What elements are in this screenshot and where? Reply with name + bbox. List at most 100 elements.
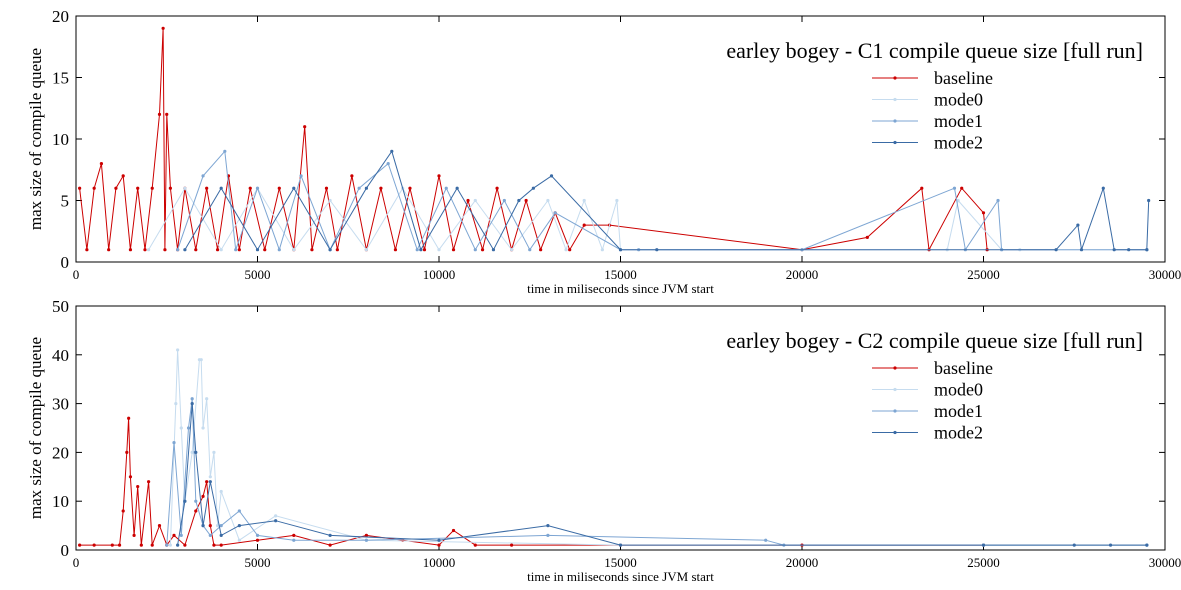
data-point: [150, 186, 154, 190]
data-point: [444, 186, 448, 190]
data-point: [199, 358, 203, 362]
data-point: [335, 248, 339, 252]
data-point: [143, 248, 147, 252]
data-point: [183, 543, 187, 547]
legend-label: baseline: [934, 358, 993, 378]
data-point: [473, 543, 477, 547]
data-point: [437, 174, 441, 178]
data-point: [215, 524, 220, 528]
data-point: [451, 528, 456, 533]
data-point: [147, 480, 151, 484]
data-point: [292, 538, 296, 542]
data-point: [136, 186, 140, 190]
x-tick-label: 5000: [245, 267, 271, 282]
data-point: [1145, 248, 1149, 252]
data-point: [194, 509, 198, 513]
data-point: [205, 186, 209, 190]
series-line: [79, 28, 988, 252]
data-point: [78, 186, 82, 190]
data-point: [183, 499, 187, 503]
y-tick-label: 20: [52, 443, 69, 462]
data-point: [237, 538, 241, 542]
data-point: [618, 248, 623, 252]
y-tick-label: 40: [52, 346, 69, 365]
data-point: [379, 186, 383, 190]
y-axis-label: max size of compile queue: [26, 337, 45, 519]
data-point: [194, 450, 198, 454]
x-tick-label: 30000: [1149, 267, 1181, 282]
data-point: [174, 402, 178, 406]
data-point: [303, 125, 307, 129]
x-tick-label: 5000: [245, 555, 271, 570]
data-point: [473, 198, 477, 203]
data-point: [408, 186, 412, 190]
data-point: [364, 538, 368, 542]
data-point: [495, 186, 499, 190]
y-tick-label: 20: [52, 7, 69, 26]
legend-marker: [893, 119, 897, 123]
data-point: [655, 248, 659, 252]
data-point: [960, 186, 964, 190]
data-point: [480, 248, 485, 252]
data-point: [219, 543, 223, 547]
x-tick-label: 15000: [604, 555, 637, 570]
data-point: [114, 186, 118, 190]
data-point: [176, 248, 180, 252]
x-tick-label: 0: [73, 555, 80, 570]
data-point: [437, 543, 441, 547]
data-point: [1112, 248, 1116, 252]
data-point: [186, 426, 191, 430]
data-point: [179, 533, 183, 537]
chart-title: earley bogey - C2 compile queue size [fu…: [726, 328, 1143, 353]
data-point: [147, 248, 151, 252]
data-point: [248, 186, 252, 190]
data-point: [255, 533, 260, 537]
x-axis-label: time in miliseconds since JVM start: [527, 281, 714, 296]
data-point: [255, 186, 260, 190]
y-tick-label: 10: [52, 130, 69, 149]
data-point: [194, 248, 198, 252]
data-point: [125, 450, 129, 454]
data-point: [1147, 198, 1151, 203]
legend-label: mode2: [934, 133, 983, 153]
data-point: [136, 484, 140, 489]
data-point: [437, 248, 441, 252]
series-line: [177, 403, 1147, 546]
data-point: [208, 475, 212, 479]
data-point: [549, 174, 554, 178]
data-point: [212, 450, 216, 454]
legend-label: mode1: [934, 111, 983, 131]
legend-marker: [893, 97, 897, 102]
data-point: [205, 397, 209, 401]
series-line: [177, 150, 1147, 252]
data-point: [237, 524, 241, 528]
data-point: [328, 533, 332, 537]
data-point: [546, 198, 550, 203]
data-point: [364, 186, 368, 190]
data-point: [386, 162, 390, 166]
data-point: [255, 248, 260, 252]
data-point: [168, 543, 172, 547]
plot-frame: [75, 305, 1166, 551]
legend-marker: [893, 387, 897, 392]
data-point: [502, 198, 506, 203]
data-point: [546, 524, 550, 528]
data-point: [582, 223, 586, 227]
data-point: [528, 248, 532, 252]
plot-frame: [75, 15, 1166, 263]
data-point: [415, 248, 419, 252]
data-point: [219, 533, 223, 537]
data-point: [324, 186, 329, 190]
data-point: [110, 543, 114, 547]
data-point: [150, 543, 154, 547]
data-point: [546, 533, 550, 537]
data-point: [292, 248, 296, 252]
data-point: [201, 524, 205, 528]
chart-title: earley bogey - C1 compile queue size [fu…: [726, 38, 1143, 63]
x-tick-label: 10000: [423, 267, 456, 282]
data-point: [350, 174, 354, 178]
data-point: [539, 248, 543, 252]
data-point: [422, 248, 427, 252]
data-point: [139, 543, 143, 547]
